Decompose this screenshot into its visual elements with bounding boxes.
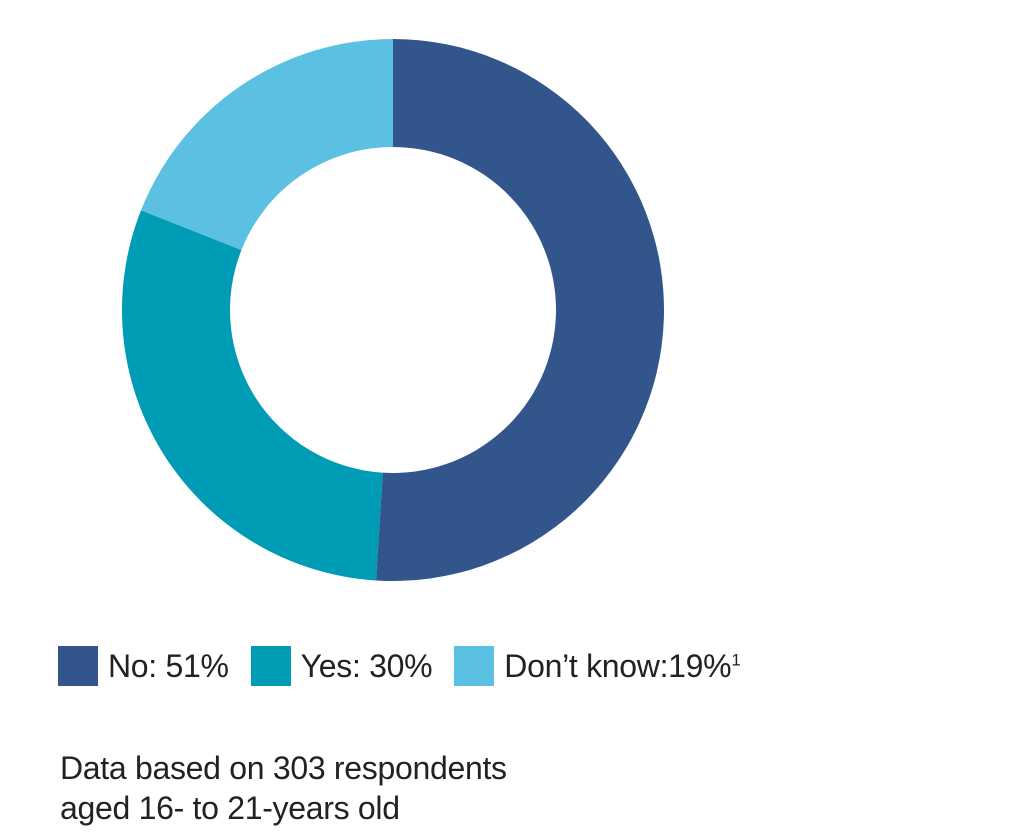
legend: No: 51% Yes: 30% Don’t know:19%1 [58, 646, 762, 686]
donut-slice-dont-know [141, 39, 393, 250]
data-note-line-1: Data based on 303 respondents [60, 750, 507, 786]
legend-swatch-dont-know [454, 646, 495, 686]
data-note: Data based on 303 respondents aged 16- t… [60, 748, 660, 828]
legend-label-no: No: 51% [108, 648, 229, 684]
legend-item-dont-know: Don’t know:19%1 [454, 646, 741, 686]
legend-item-yes: Yes: 30% [250, 646, 433, 686]
legend-label-dont-know: Don’t know:19%1 [504, 646, 741, 686]
donut-slice-yes [121, 210, 383, 581]
legend-label-yes: Yes: 30% [300, 648, 433, 684]
legend-item-no: No: 51% [58, 646, 229, 686]
legend-swatch-no [58, 646, 98, 686]
legend-swatch-yes [250, 646, 291, 686]
footnote-marker: 1 [731, 650, 741, 670]
legend-label-dont-know-text: Don’t know:19% [504, 648, 732, 684]
donut-chart [121, 39, 665, 582]
donut-slice-no [375, 39, 665, 582]
data-note-line-2: aged 16- to 21-years old [60, 790, 400, 826]
